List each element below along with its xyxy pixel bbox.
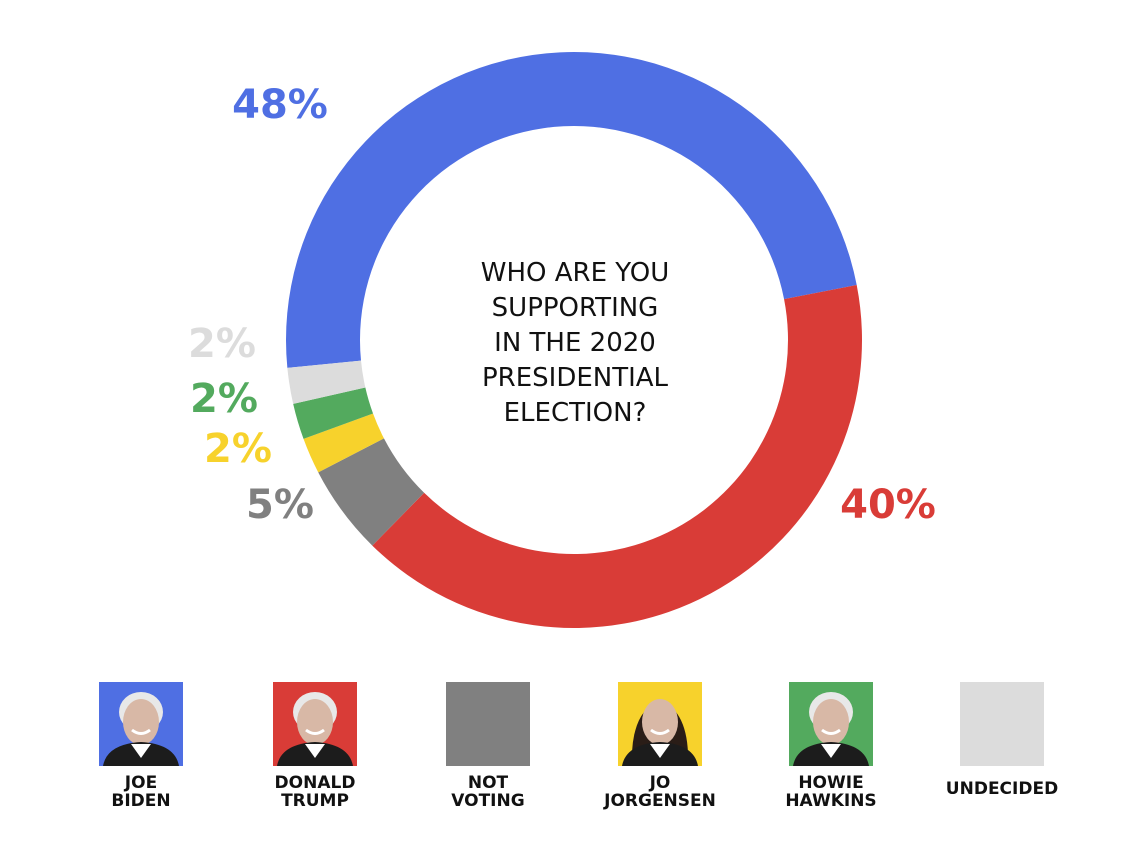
legend-label-line: JORGENSEN [604,791,716,811]
data-label-donald-trump: 40% [840,482,936,528]
legend-label-line: BIDEN [111,791,171,811]
legend-item-undecided: UNDECIDED [917,680,1087,798]
portrait-icon [622,699,698,766]
data-label-jo-jorgensen: 2% [204,426,272,472]
legend-label: UNDECIDED [917,780,1087,798]
legend-label: HOWIE HAWKINS [746,774,916,810]
donut-chart: 48%40%5%2%2%2% [188,51,936,629]
slice-undecided [287,360,366,404]
legend-label-line: TRUMP [281,791,349,811]
legend-swatch-undecided [960,682,1044,766]
chart-title-line: ELECTION? [503,398,647,428]
chart-title: WHO ARE YOU SUPPORTING IN THE 2020 PRESI… [420,256,730,431]
legend-label: NOT VOTING [403,774,573,810]
legend-label-line: NOT [467,773,509,793]
data-label-undecided: 2% [188,321,256,367]
photo-jo-jorgensen-icon [618,682,702,766]
slice-jo-jorgensen [303,413,384,473]
slice-not-voting [318,438,425,546]
legend-label-line: JO [649,773,671,793]
legend-label: DONALD TRUMP [230,774,400,810]
legend-label-line: DONALD [274,773,356,793]
photo-joe-biden-icon [99,682,183,766]
legend: JOE BIDEN DONALD TRUMP NOT VOTING JO JOR… [0,680,1134,850]
legend-item-joe-biden: JOE BIDEN [56,680,226,810]
photo-howie-hawkins-icon [789,682,873,766]
legend-label: JO JORGENSEN [575,774,745,810]
data-label-not-voting: 5% [246,482,314,528]
photo-donald-trump-icon [273,682,357,766]
slice-howie-hawkins [293,387,374,439]
chart-title-line: IN THE 2020 [494,328,656,358]
legend-label-line: UNDECIDED [945,779,1059,799]
slice-joe-biden [286,51,857,368]
chart-title-line: WHO ARE YOU [480,258,670,288]
legend-item-donald-trump: DONALD TRUMP [230,680,400,810]
portrait-icon [103,692,179,766]
chart-title-line: PRESIDENTIAL [481,363,669,393]
legend-item-not-voting: NOT VOTING [403,680,573,810]
chart-title-line: SUPPORTING [491,293,659,323]
legend-label-line: HOWIE [798,773,864,793]
legend-label: JOE BIDEN [56,774,226,810]
legend-item-howie-hawkins: HOWIE HAWKINS [746,680,916,810]
legend-label-line: JOE [124,773,158,793]
slice-donald-trump [372,285,863,629]
legend-label-line: HAWKINS [785,791,877,811]
data-label-howie-hawkins: 2% [190,376,258,422]
legend-label-line: VOTING [451,791,525,811]
portrait-icon [277,692,353,766]
portrait-icon [793,692,869,766]
data-label-joe-biden: 48% [232,82,328,128]
legend-item-jo-jorgensen: JO JORGENSEN [575,680,745,810]
legend-swatch-not-voting [446,682,530,766]
